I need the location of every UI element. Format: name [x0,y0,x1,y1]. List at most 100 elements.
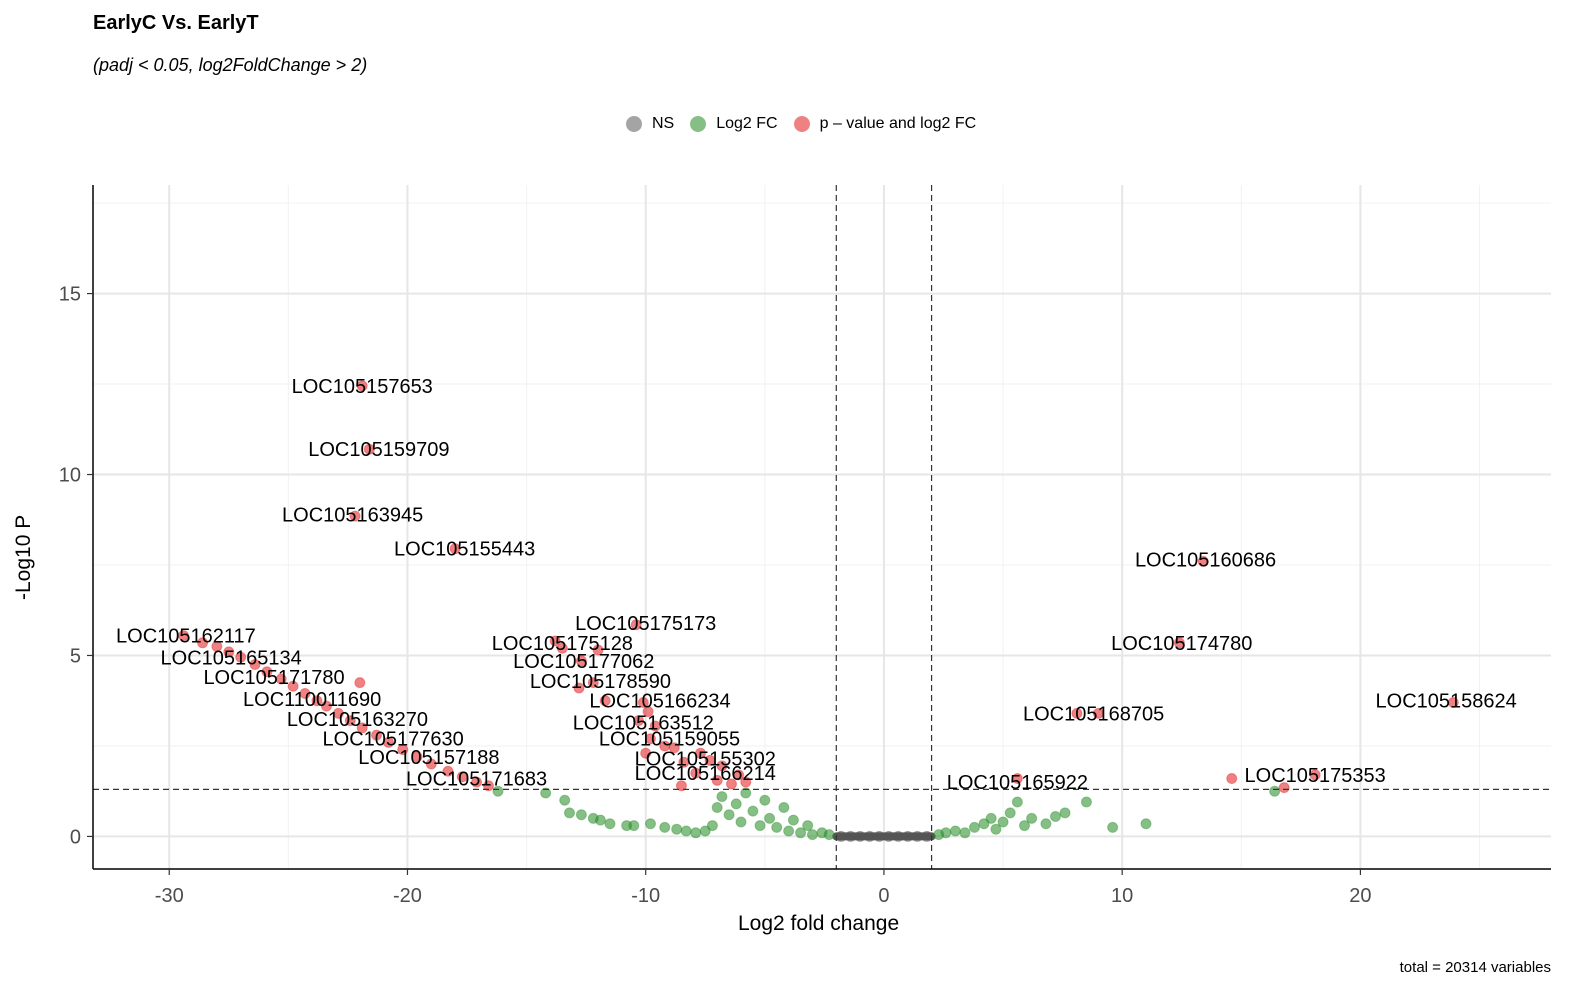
y-axis-label: -Log10 P [12,514,35,600]
point-log2fc [671,823,683,835]
point-log2fc [747,805,759,817]
point-pvalue-log2fc [275,673,287,685]
point-pvalue-log2fc [354,677,366,689]
point-log2fc [1040,818,1052,830]
point-label: LOC105162117 [116,626,256,648]
point-pvalue-log2fc [442,765,454,777]
point-pvalue-log2fc [556,642,568,654]
point-log2fc [735,816,747,828]
point-label: LOC105175128 [492,633,633,655]
point-pvalue-log2fc [642,706,654,718]
point-pvalue-log2fc [1173,637,1185,649]
point-label: LOC105155443 [394,539,535,561]
point-log2fc [1140,818,1152,830]
point-log2fc [723,809,735,821]
point-pvalue-log2fc [1197,555,1209,567]
point-pvalue-log2fc [311,695,323,707]
point-pvalue-log2fc [716,760,728,772]
point-pvalue-log2fc [733,769,745,781]
point-log2fc [823,829,835,841]
point-pvalue-log2fc [411,751,423,763]
point-pvalue-log2fc [575,655,587,667]
point-log2fc [990,823,1002,835]
x-tick-label: 20 [1349,885,1371,907]
x-tick-label: -10 [631,885,660,907]
point-label: LOC105157653 [292,376,433,398]
x-tick-label: -30 [155,885,184,907]
legend-item-ns: NS [626,115,674,133]
point-log2fc [802,820,814,832]
point-pvalue-log2fc [711,774,723,786]
legend-item-pvalue-log2fc: p – value and log2 FC [793,115,977,133]
point-pvalue-log2fc [371,729,382,741]
point-pvalue-log2fc [1011,773,1023,785]
chart-subtitle: (padj < 0.05, log2FoldChange > 2) [93,55,368,75]
point-log2fc [985,812,997,824]
point-pvalue-log2fc [1447,697,1459,709]
point-label: LOC105163512 [573,712,714,734]
point-log2fc [711,801,723,813]
point-pvalue-log2fc [178,630,190,642]
legend-marker-ns [626,116,642,132]
y-tick-label: 0 [70,826,81,848]
point-label: LOC105168705 [1023,703,1164,725]
point-pvalue-log2fc [482,780,494,792]
point-pvalue-log2fc [332,707,344,719]
point-label: LOC105159709 [308,439,449,461]
point-pvalue-log2fc [675,780,687,792]
point-log2fc [795,827,807,839]
point-log2fc [1080,796,1092,808]
point-pvalue-log2fc [249,659,261,671]
point-label: LOC105175173 [575,613,716,635]
point-label: LOC105163945 [282,504,423,526]
point-pvalue-log2fc [320,700,332,712]
point-pvalue-log2fc [397,744,409,756]
legend-label-pvalue-log2fc: p – value and log2 FC [819,115,977,132]
legend-marker-pvalue-log2fc [793,116,810,132]
point-pvalue-log2fc [363,443,375,455]
point-log2fc [690,827,702,839]
point-label: LOC105157188 [358,747,499,769]
point-ns [892,830,904,842]
point-pvalue-log2fc [644,733,656,745]
point-log2fc [1011,796,1023,808]
point-log2fc [1004,807,1016,819]
point-label: LOC105177630 [323,729,464,751]
point-ns [854,830,866,842]
point-log2fc [575,809,587,821]
point-pvalue-log2fc [449,543,461,555]
point-label: LOC105171683 [406,769,547,791]
point-pvalue-log2fc [599,695,611,707]
y-tick-label: 5 [70,645,81,667]
chart-title: EarlyC Vs. EarlyT [93,12,259,34]
point-pvalue-log2fc [640,747,652,759]
point-log2fc [628,820,640,832]
point-log2fc [771,821,783,833]
point-ns [921,830,933,842]
point-log2fc [968,821,980,833]
point-pvalue-log2fc [456,771,468,783]
point-pvalue-log2fc [382,736,394,748]
point-log2fc [540,787,552,799]
point-label: LOC105166234 [589,691,730,713]
point-pvalue-log2fc [287,680,299,692]
point-log2fc [644,818,656,830]
legend-label-log2fc: Log2 FC [716,115,778,132]
point-label: LOC105177062 [513,651,654,673]
x-tick-label: 0 [878,885,889,907]
point-label: LOC110011690 [243,689,381,711]
point-label: LOC105166214 [635,763,776,785]
point-ns [883,830,895,842]
point-pvalue-log2fc [587,677,599,689]
point-log2fc [997,816,1009,828]
legend-item-log2fc: Log2 FC [690,115,778,133]
point-pvalue-log2fc [630,619,642,631]
point-pvalue-log2fc [235,651,247,663]
chart-caption: total = 20314 variables [1399,959,1551,976]
point-label: LOC105165134 [161,647,302,669]
point-log2fc [940,827,952,839]
point-pvalue-log2fc [668,742,680,754]
point-label: LOC105178590 [530,671,671,693]
point-pvalue-log2fc [349,510,361,522]
chart-legend: NS Log2 FC p – value and log2 FC [626,113,992,135]
